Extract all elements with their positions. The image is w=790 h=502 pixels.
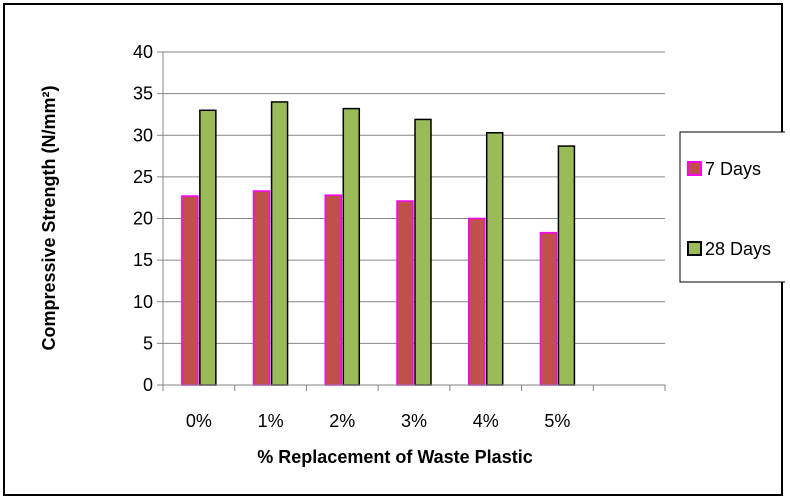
x-tick-label: 5% bbox=[544, 411, 570, 431]
y-tick-label: 35 bbox=[133, 84, 153, 104]
x-axis-title: % Replacement of Waste Plastic bbox=[257, 447, 532, 467]
axes bbox=[157, 51, 666, 391]
bars bbox=[181, 101, 576, 386]
x-tick-label: 3% bbox=[401, 411, 427, 431]
x-tick-labels: 0% 1% 2% 3% 4% 5% bbox=[186, 411, 571, 431]
x-tick-label: 0% bbox=[186, 411, 212, 431]
y-tick-label: 25 bbox=[133, 167, 153, 187]
y-axis-title: Compressive Strength (N/mm²) bbox=[39, 85, 59, 350]
bar-28-days bbox=[557, 145, 576, 386]
bar-28-days bbox=[414, 118, 432, 386]
x-tick-label: 2% bbox=[329, 411, 355, 431]
bar-7-days bbox=[396, 200, 414, 386]
legend: 7 Days 28 Days bbox=[679, 131, 785, 283]
chart-frame: 0 5 10 15 20 25 30 35 40 0% 1% 2% 3% 4% 5% % Replacem… bbox=[3, 3, 785, 496]
bar-7-days bbox=[324, 194, 343, 386]
y-tick-label: 15 bbox=[133, 250, 153, 270]
y-tick-label: 10 bbox=[133, 292, 153, 312]
y-tick-labels: 0 5 10 15 20 25 30 35 40 bbox=[133, 42, 153, 395]
y-tick-label: 30 bbox=[133, 125, 153, 145]
legend-label-28-days: 28 Days bbox=[705, 239, 771, 259]
bar-28-days bbox=[485, 132, 504, 386]
legend-swatch-28-days bbox=[687, 241, 702, 256]
legend-label-7-days: 7 Days bbox=[705, 159, 761, 179]
bar-7-days bbox=[252, 190, 271, 386]
bar-28-days bbox=[342, 107, 361, 386]
bar-7-days bbox=[181, 195, 199, 386]
legend-swatch-7-days bbox=[687, 161, 702, 176]
legend-box bbox=[679, 131, 785, 283]
bar-7-days bbox=[467, 217, 486, 386]
x-tick-label: 1% bbox=[258, 411, 284, 431]
x-tick-label: 4% bbox=[473, 411, 499, 431]
y-tick-label: 0 bbox=[143, 375, 153, 395]
chart-svg: 0 5 10 15 20 25 30 35 40 0% 1% 2% 3% 4% 5% % Replacem… bbox=[39, 42, 785, 467]
bar-28-days bbox=[199, 109, 217, 386]
gridlines bbox=[163, 51, 665, 344]
y-tick-label: 20 bbox=[133, 209, 153, 229]
bar-28-days bbox=[270, 101, 289, 386]
y-tick-label: 40 bbox=[133, 42, 153, 62]
y-tick-label: 5 bbox=[143, 333, 153, 353]
bar-7-days bbox=[539, 231, 558, 386]
